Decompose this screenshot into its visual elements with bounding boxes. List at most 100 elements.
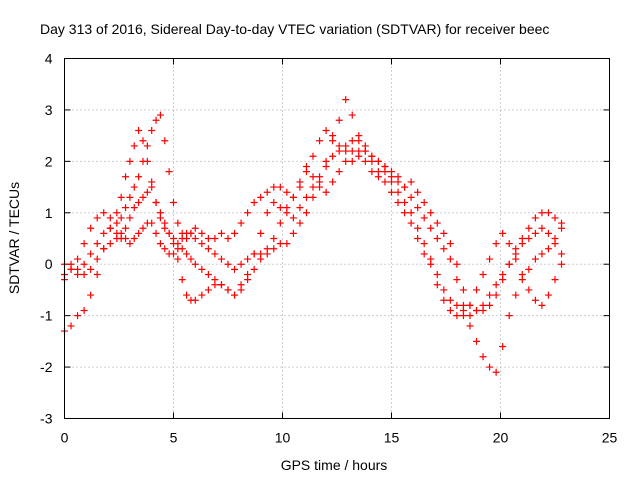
data-point [263,245,271,253]
data-point [135,229,143,237]
data-point [473,337,481,345]
data-point [512,291,520,299]
x-tick-label: 20 [493,430,509,446]
data-point [80,271,88,278]
grid-lines [64,58,610,419]
data-point [525,235,533,242]
data-point [93,271,101,278]
data-point [100,229,108,237]
data-point [446,307,454,314]
data-point [250,199,258,206]
data-point [394,199,402,206]
data-point [407,178,415,186]
data-point [224,286,232,294]
data-point [342,142,350,150]
data-point [174,255,182,263]
data-point [135,199,143,206]
data-point [453,260,461,268]
data-point [348,111,356,119]
data-point [191,235,199,242]
data-point [381,178,389,186]
data-point [148,183,156,191]
data-point [93,255,101,263]
data-point [130,183,138,191]
data-point [420,214,428,222]
data-point [198,229,206,237]
data-point [355,137,363,145]
y-tick-label: 3 [45,102,53,118]
data-point [394,173,402,181]
data-point [505,260,513,268]
data-point [440,245,448,253]
data-point [126,214,134,222]
data-point [161,219,169,227]
y-tick-labels: -3 -2 -1 0 1 2 3 4 [40,51,53,427]
data-point [446,240,454,248]
data-point [156,240,164,248]
data-point [401,209,409,217]
data-point [263,209,271,217]
x-tick-label: 5 [170,430,178,446]
data-point [558,260,566,268]
data-point [499,271,507,278]
data-point [361,157,369,165]
data-point [276,219,284,227]
data-point [231,291,239,299]
data-point [518,240,526,248]
data-point [187,255,195,263]
data-point [296,204,304,212]
data-point [174,245,182,253]
data-point [420,250,428,258]
data-point [531,214,539,222]
data-point [244,209,252,217]
data-point [257,229,265,237]
data-point [113,219,121,227]
data-point [224,235,232,242]
data-point [407,209,415,217]
y-tick-label: 1 [45,205,53,221]
data-point [143,157,151,165]
data-point [231,265,239,273]
data-point [309,152,317,160]
data-point [407,193,415,201]
x-tick-label: 0 [61,430,69,446]
data-point [427,255,435,263]
data-point [440,296,448,304]
data-points [61,96,566,376]
data-point [440,286,448,294]
data-point [538,301,546,309]
data-point [126,240,134,248]
data-point [204,235,212,242]
data-point [329,137,337,145]
data-point [401,183,409,191]
data-point [342,96,350,104]
data-point [355,147,363,155]
data-point [427,224,435,232]
data-point [473,286,481,294]
data-point [148,127,156,134]
data-point [270,199,278,206]
data-point [486,301,494,309]
x-tick-label: 25 [602,430,618,446]
data-point [388,168,395,176]
data-point [486,291,494,299]
data-point [512,250,520,258]
data-point [224,260,232,268]
data-point [135,127,143,134]
data-point [544,209,552,217]
data-point [263,188,271,196]
data-point [191,260,199,268]
data-point [335,116,343,124]
data-point [113,209,121,217]
data-point [335,168,343,176]
data-point [217,281,225,289]
data-point [187,229,195,237]
series-track-2 [61,96,566,376]
data-point [531,255,539,263]
data-point [479,301,487,309]
data-point [122,204,130,212]
data-point [217,229,225,237]
y-tick-label: 4 [45,51,53,67]
